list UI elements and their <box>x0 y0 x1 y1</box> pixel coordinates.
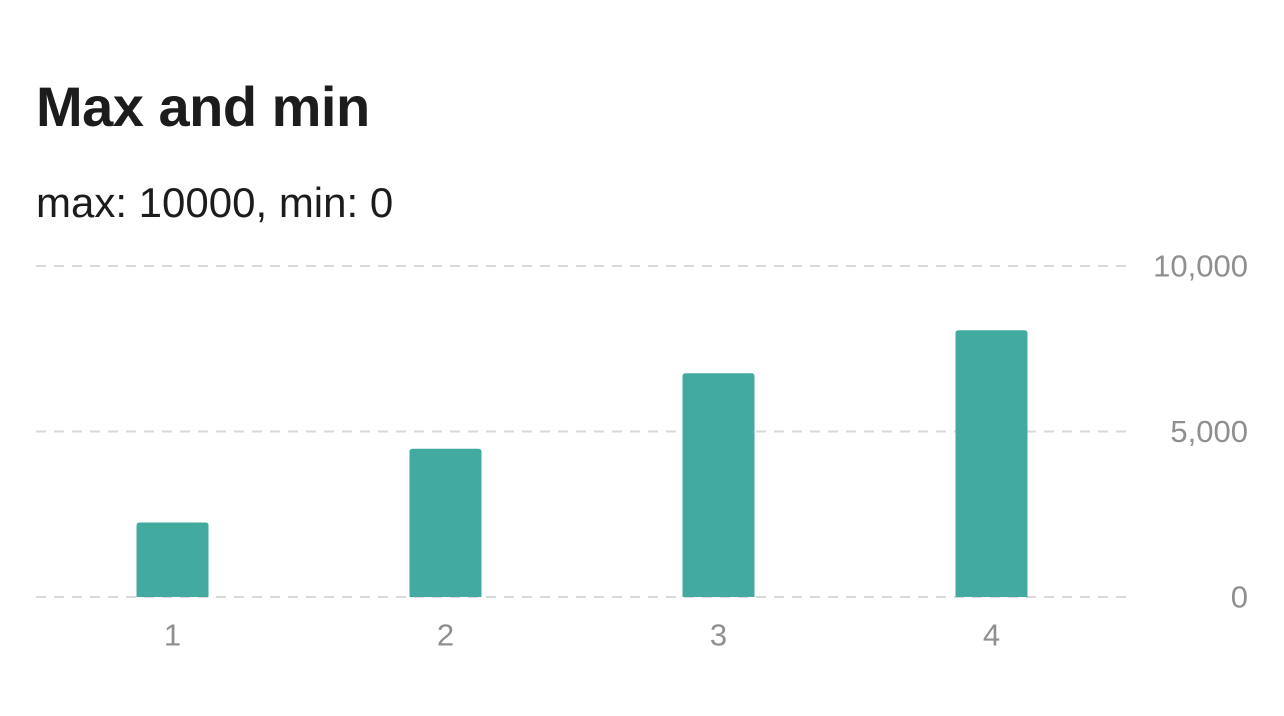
x-tick-label: 1 <box>164 618 181 653</box>
bar-2 <box>409 448 482 597</box>
chart-subtitle: max: 10000, min: 0 <box>36 179 394 226</box>
x-tick-label: 3 <box>710 618 727 653</box>
y-axis-ticks: 0 5,000 10,000 <box>1153 249 1248 615</box>
x-tick-label: 2 <box>437 618 454 653</box>
y-tick-label: 0 <box>1231 580 1248 615</box>
bar-4 <box>955 330 1028 597</box>
y-tick-label: 10,000 <box>1153 249 1248 284</box>
chart-title: Max and min <box>36 75 370 138</box>
y-tick-label: 5,000 <box>1170 414 1248 449</box>
gridlines <box>36 265 1128 598</box>
bar-series <box>136 330 1028 597</box>
x-tick-label: 4 <box>983 618 1000 653</box>
x-axis-ticks: 1 2 3 4 <box>164 618 1000 653</box>
bar-1 <box>136 522 209 597</box>
bar-3 <box>682 373 755 597</box>
